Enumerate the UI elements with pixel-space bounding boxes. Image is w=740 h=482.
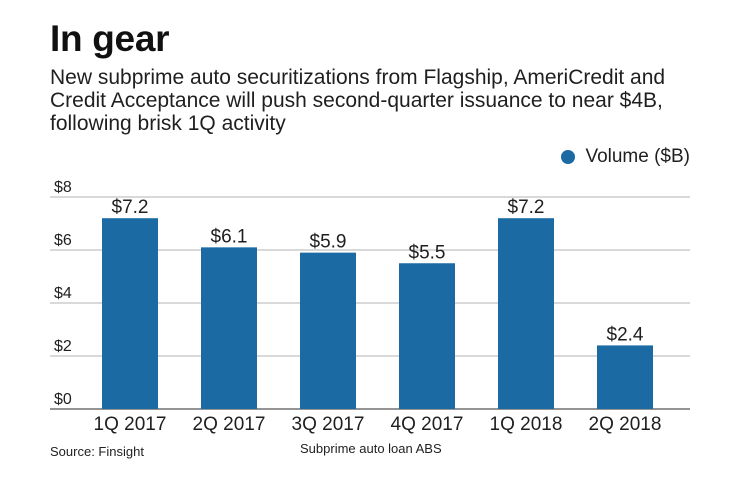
legend: Volume ($B) xyxy=(561,146,690,168)
x-tick-label: 1Q 2018 xyxy=(490,414,563,435)
y-tick-label: $4 xyxy=(54,285,72,302)
label-layer: $0 $2 $4 $6 $8 $7.2 1Q 2017 $6.1 2Q 2017 $5.9 3Q 2… xyxy=(54,179,661,435)
bar xyxy=(201,247,257,409)
y-tick-label: $0 xyxy=(54,391,72,408)
x-tick-label: 4Q 2017 xyxy=(391,414,464,435)
chart-title: In gear xyxy=(50,18,170,59)
data-label: $6.1 xyxy=(211,226,248,247)
x-tick-label: 2Q 2017 xyxy=(193,414,266,435)
data-label: $2.4 xyxy=(607,324,644,345)
data-label: $5.9 xyxy=(310,232,347,253)
source-note: Source: Finsight xyxy=(50,444,144,459)
bar xyxy=(597,345,653,409)
data-label: $7.2 xyxy=(508,197,545,218)
legend-swatch-volume xyxy=(561,150,576,164)
bar xyxy=(498,218,554,409)
y-tick-label: $8 xyxy=(54,179,72,196)
data-label: $7.2 xyxy=(112,197,149,218)
y-tick-label: $6 xyxy=(54,232,72,249)
x-tick-label: 1Q 2017 xyxy=(94,414,167,435)
legend-label-volume: Volume ($B) xyxy=(585,146,690,167)
chart-subtitle: New subprime auto securitizations from F… xyxy=(50,66,666,135)
chart-caption: Subprime auto loan ABS xyxy=(300,441,442,456)
bar xyxy=(399,263,455,409)
x-tick-label: 3Q 2017 xyxy=(292,414,365,435)
bar xyxy=(300,252,356,409)
y-tick-label: $2 xyxy=(54,338,72,355)
x-tick-label: 2Q 2018 xyxy=(589,414,662,435)
bar xyxy=(102,218,158,409)
data-label: $5.5 xyxy=(409,242,446,263)
bar-layer xyxy=(102,218,653,409)
